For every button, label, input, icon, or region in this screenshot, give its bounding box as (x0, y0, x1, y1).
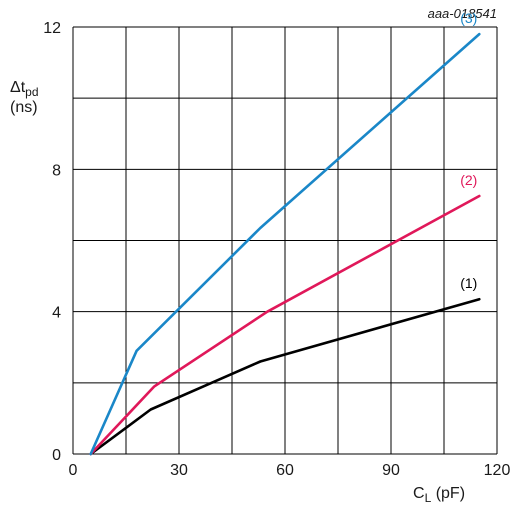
series-line-1 (89, 297, 481, 456)
x-tick-label: 0 (69, 462, 78, 479)
y-axis-label: Δtpd (10, 79, 39, 99)
grid (72, 26, 498, 455)
x-axis-label: CL (pF) (413, 485, 465, 505)
y-axis-symbol: Δt (10, 79, 26, 96)
x-tick-label: 90 (382, 462, 400, 479)
y-axis-subscript: pd (25, 85, 38, 99)
y-axis-unit: (ns) (10, 99, 38, 116)
x-axis-symbol: C (413, 485, 425, 502)
x-axis-subscript: L (425, 491, 432, 505)
x-tick-label: 120 (484, 462, 511, 479)
y-tick-label: 4 (52, 305, 61, 322)
x-tick-label: 30 (170, 462, 188, 479)
series-label-1: (1) (460, 275, 477, 291)
series-line-2 (89, 194, 481, 456)
series-line-3 (89, 32, 481, 456)
tick-labels: 0 30 60 90 120 0 4 8 12 (43, 20, 510, 479)
series-label-3: (3) (460, 10, 477, 26)
series-label-2: (2) (460, 172, 477, 188)
chart-code: aaa-018541 (428, 6, 497, 21)
y-tick-label: 0 (52, 447, 61, 464)
series-group (89, 32, 481, 456)
y-tick-label: 12 (43, 20, 61, 37)
series-labels: (1) (2) (3) (460, 10, 477, 291)
x-axis-unit: (pF) (431, 485, 465, 502)
x-tick-label: 60 (276, 462, 294, 479)
y-tick-label: 8 (52, 162, 61, 179)
